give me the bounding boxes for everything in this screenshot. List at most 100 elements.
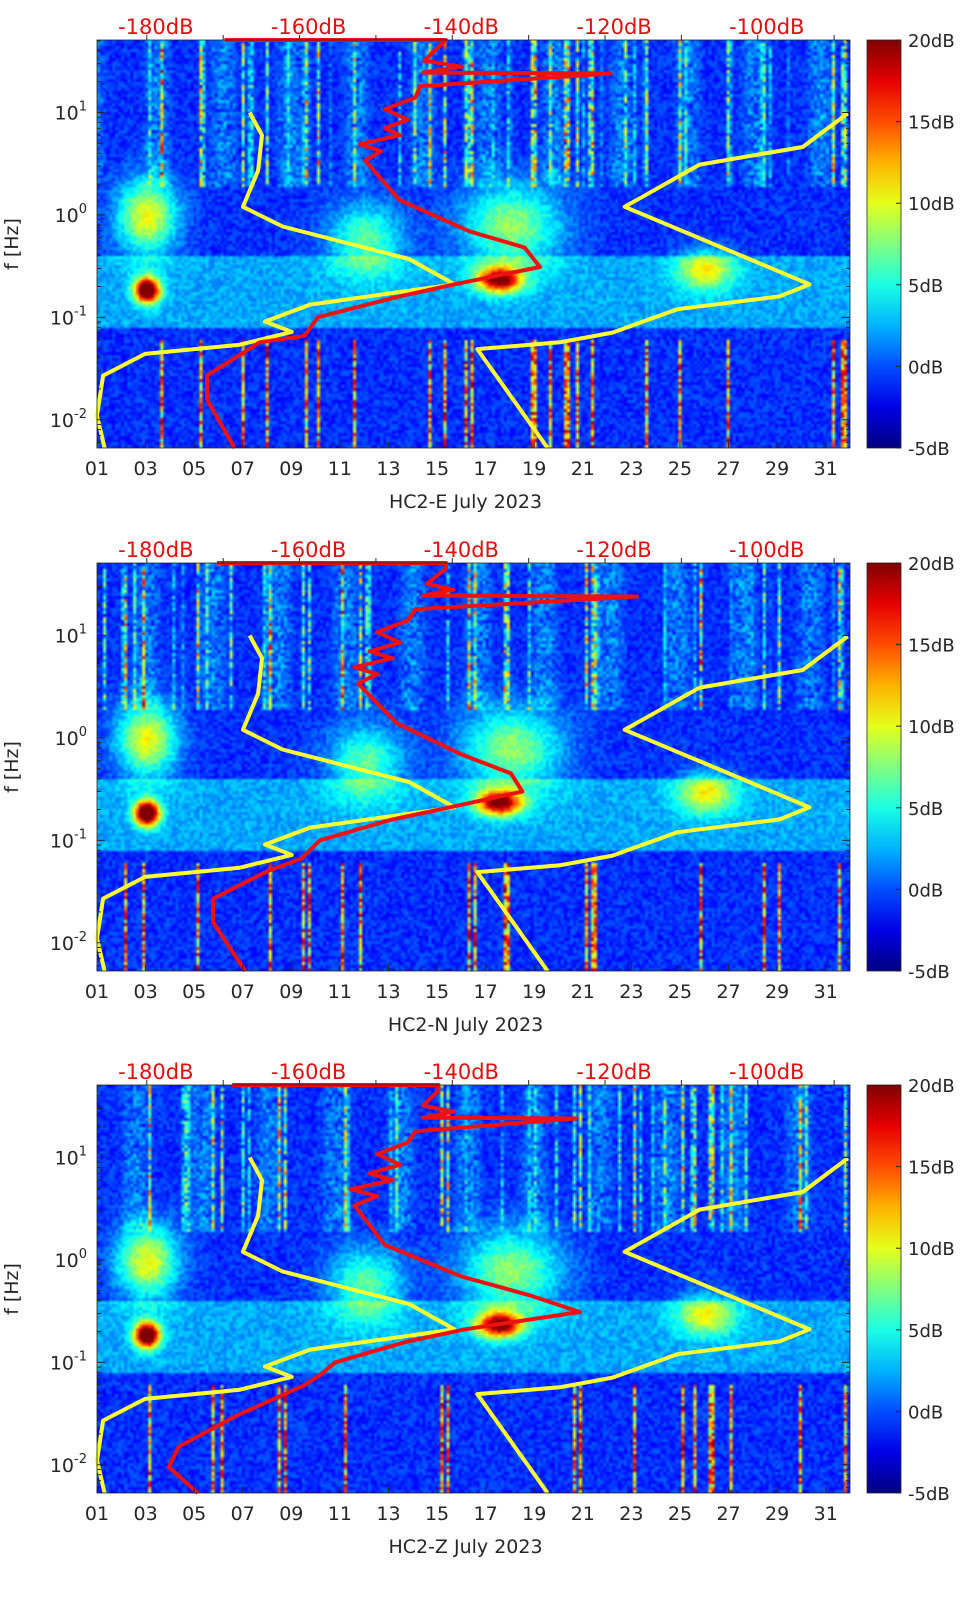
colorbar-label: 0dB <box>908 1402 943 1423</box>
x-tick-label: 27 <box>716 1503 740 1525</box>
x-tick-label: 01 <box>85 981 109 1003</box>
top-db-label: -120dB <box>576 15 651 39</box>
x-tick-label: 11 <box>328 981 352 1003</box>
colorbar-label: 15dB <box>908 1158 955 1179</box>
x-tick-label: 17 <box>474 1503 498 1525</box>
x-tick-label: 19 <box>522 981 546 1003</box>
x-tick-label: 27 <box>716 981 740 1003</box>
x-axis-label: HC2-Z July 2023 <box>388 1536 542 1558</box>
top-db-label: -180dB <box>118 1060 193 1084</box>
x-tick-label: 09 <box>279 458 303 480</box>
y-tick-label: 10-2 <box>50 1452 87 1477</box>
x-tick-label: 05 <box>182 981 206 1003</box>
spectrogram-image <box>97 563 850 971</box>
y-tick-label: 10-1 <box>50 1349 87 1374</box>
colorbar-label: 20dB <box>908 1076 955 1097</box>
y-tick-label: 10-1 <box>50 827 87 852</box>
top-db-label: -140dB <box>424 538 499 562</box>
y-tick-exponent: -2 <box>74 407 87 422</box>
top-db-label: -180dB <box>118 538 193 562</box>
y-tick-label: 100 <box>55 202 87 227</box>
colorbar-label: 5dB <box>908 799 943 820</box>
x-tick-label: 31 <box>814 458 838 480</box>
y-axis-label: f [Hz] <box>1 741 23 793</box>
y-tick-base: 10 <box>50 1455 74 1477</box>
y-tick-base: 10 <box>55 205 79 227</box>
x-tick-label: 25 <box>668 458 692 480</box>
y-tick-label: 100 <box>55 725 87 750</box>
x-tick-label: 05 <box>182 1503 206 1525</box>
y-tick-label: 101 <box>55 99 87 124</box>
y-tick-base: 10 <box>50 307 74 329</box>
x-tick-label: 27 <box>716 458 740 480</box>
colorbar <box>866 1084 902 1494</box>
y-tick-label: 101 <box>55 1144 87 1169</box>
x-tick-label: 05 <box>182 458 206 480</box>
y-tick-exponent: 0 <box>79 1247 87 1262</box>
y-tick-base: 10 <box>50 1352 74 1374</box>
x-tick-label: 23 <box>619 1503 643 1525</box>
y-tick-exponent: 0 <box>79 202 87 217</box>
y-tick-label: 101 <box>55 622 87 647</box>
station-PSD-curve <box>166 1083 582 1495</box>
y-tick-label: 10-1 <box>50 304 87 329</box>
top-db-label: -160dB <box>271 538 346 562</box>
x-tick-label: 07 <box>231 981 255 1003</box>
x-tick-label: 19 <box>522 458 546 480</box>
top-db-label: -100dB <box>729 15 804 39</box>
high-noise-model-curve <box>475 1156 849 1495</box>
top-db-label: -120dB <box>576 1060 651 1084</box>
colorbar-label: 5dB <box>908 1321 943 1342</box>
x-tick-label: 25 <box>668 981 692 1003</box>
y-tick-exponent: -1 <box>74 827 87 842</box>
y-tick-exponent: 1 <box>79 1144 87 1159</box>
x-tick-label: 15 <box>425 458 449 480</box>
x-tick-label: 01 <box>85 458 109 480</box>
colorbar-label: 0dB <box>908 357 943 378</box>
x-tick-label: 29 <box>765 981 789 1003</box>
x-tick-label: 03 <box>133 981 157 1003</box>
y-tick-exponent: -1 <box>74 1349 87 1364</box>
x-tick-label: 23 <box>619 458 643 480</box>
x-tick-label: 21 <box>571 1503 595 1525</box>
colorbar-label: 20dB <box>908 554 955 575</box>
top-db-label: -160dB <box>271 15 346 39</box>
x-tick-label: 25 <box>668 1503 692 1525</box>
x-tick-label: 07 <box>231 1503 255 1525</box>
x-tick-label: 15 <box>425 1503 449 1525</box>
y-tick-base: 10 <box>55 1250 79 1272</box>
top-db-label: -100dB <box>729 538 804 562</box>
top-db-label: -140dB <box>424 1060 499 1084</box>
y-tick-exponent: -1 <box>74 304 87 319</box>
y-tick-base: 10 <box>55 728 79 750</box>
top-db-label: -160dB <box>271 1060 346 1084</box>
y-axis-label: f [Hz] <box>1 218 23 270</box>
x-tick-label: 31 <box>814 981 838 1003</box>
x-axis-label: HC2-E July 2023 <box>389 491 542 513</box>
plot-frame <box>96 39 851 449</box>
station-PSD-curve <box>205 38 613 449</box>
high-noise-model-curve <box>475 634 849 973</box>
x-tick-label: 23 <box>619 981 643 1003</box>
y-tick-label: 10-2 <box>50 407 87 432</box>
colorbar-label: 0dB <box>908 880 943 901</box>
top-db-label: -140dB <box>424 15 499 39</box>
colorbar-label: -5dB <box>908 439 950 460</box>
colorbar-label: 20dB <box>908 31 955 52</box>
plot-frame <box>96 1084 851 1494</box>
low-noise-model-curve <box>95 634 457 972</box>
y-tick-exponent: -2 <box>74 930 87 945</box>
x-tick-label: 09 <box>279 1503 303 1525</box>
colorbar-label: -5dB <box>908 1484 950 1505</box>
y-tick-base: 10 <box>50 933 74 955</box>
y-tick-exponent: 0 <box>79 725 87 740</box>
colorbar-label: 10dB <box>908 1239 955 1260</box>
colorbar-label: 15dB <box>908 636 955 657</box>
x-tick-label: 21 <box>571 981 595 1003</box>
x-tick-label: 15 <box>425 981 449 1003</box>
x-tick-label: 17 <box>474 458 498 480</box>
x-tick-label: 07 <box>231 458 255 480</box>
